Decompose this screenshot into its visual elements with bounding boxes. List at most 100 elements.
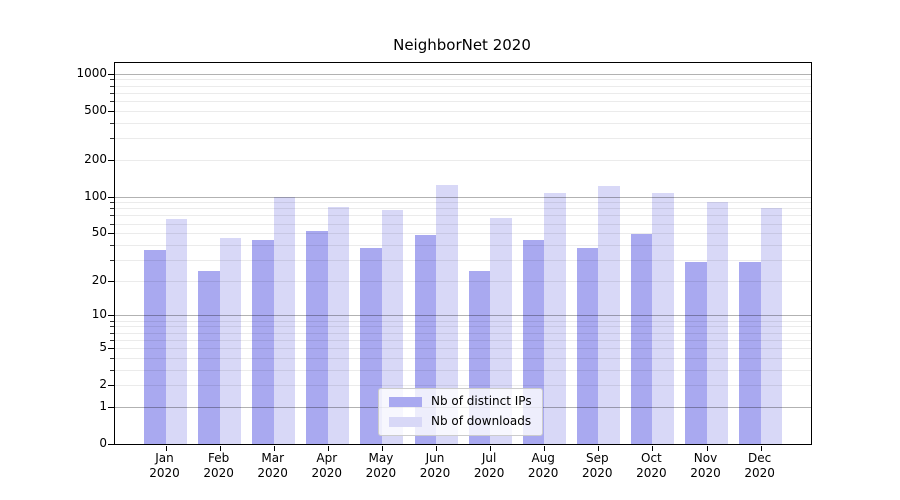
gridline-minor [115, 339, 811, 341]
gridline-major [115, 196, 811, 198]
y-tick [108, 196, 114, 198]
x-tick-label: Nov 2020 [690, 451, 721, 480]
y-tick-label: 50 [91, 225, 107, 240]
gridline-minor [115, 208, 811, 210]
y-tick-minor [110, 244, 114, 246]
x-tick [165, 446, 167, 451]
y-tick-label: 500 [84, 102, 107, 117]
y-tick-minor [110, 326, 114, 328]
bar-downloads-dec [760, 208, 783, 444]
y-tick-label: 2 [99, 377, 107, 392]
y-tick-label: 1 [99, 398, 107, 413]
bar-downloads-jul [490, 217, 512, 444]
bar-downloads-jun [436, 184, 458, 444]
x-tick-label: Jan 2020 [149, 451, 180, 480]
y-tick [108, 159, 114, 161]
y-tick-label: 100 [84, 188, 107, 203]
gridline-minor [115, 223, 811, 225]
gridline-minor [115, 369, 811, 371]
gridline-minor [115, 110, 811, 112]
bar-distinct-ips-sep [576, 247, 599, 444]
bar-downloads-aug [544, 193, 566, 444]
gridline-minor [115, 347, 811, 349]
gridline-minor [115, 385, 811, 387]
y-tick [108, 347, 114, 349]
y-tick [108, 73, 114, 75]
gridline-minor [115, 357, 811, 359]
y-tick-minor [110, 92, 114, 94]
y-tick [108, 315, 114, 317]
x-tick-label: Mar 2020 [257, 451, 288, 480]
y-tick-label: 20 [91, 272, 107, 287]
legend-swatch-distinct-ips [389, 396, 422, 407]
y-tick-label: 0 [99, 436, 107, 450]
bar-distinct-ips-nov [685, 261, 707, 444]
x-tick-label: Oct 2020 [636, 451, 667, 480]
bar-downloads-sep [598, 185, 620, 444]
y-tick-minor [110, 122, 114, 124]
gridline-minor [115, 326, 811, 328]
bar-distinct-ips-dec [739, 261, 761, 444]
y-tick [108, 444, 114, 445]
y-tick [108, 233, 114, 235]
y-tick-minor [110, 369, 114, 371]
y-tick-minor [110, 138, 114, 140]
bar-downloads-nov [706, 202, 728, 444]
x-tick [490, 446, 492, 451]
legend-label-downloads: Nb of downloads [431, 414, 532, 428]
x-tick [706, 446, 708, 451]
x-tick [652, 446, 654, 451]
x-tick [544, 446, 546, 451]
y-tick-minor [110, 223, 114, 225]
bar-downloads-oct [652, 192, 674, 444]
plot-area: Nb of distinct IPs Nb of downloads [108, 62, 812, 451]
y-tick-minor [110, 339, 114, 341]
x-tick-label: Apr 2020 [311, 451, 343, 480]
bar-distinct-ips-jan [144, 250, 166, 444]
x-tick-label: Jul 2020 [473, 451, 505, 480]
x-tick-label: Feb 2020 [203, 451, 234, 480]
x-tick [327, 446, 329, 451]
x-tick [436, 446, 437, 451]
x-tick [598, 446, 600, 451]
gridline-minor [115, 79, 811, 81]
gridline-minor [115, 85, 811, 87]
gridline-minor [115, 259, 811, 261]
bar-downloads-jan [165, 219, 187, 444]
gridline-minor [115, 138, 811, 140]
gridline-major [115, 73, 811, 75]
x-tick [219, 446, 221, 451]
bar-distinct-ips-oct [630, 234, 653, 444]
bar-downloads-mar [273, 196, 296, 444]
y-tick [108, 110, 114, 112]
legend: Nb of distinct IPs Nb of downloads [378, 388, 543, 436]
legend-item-downloads: Nb of downloads [389, 414, 532, 429]
y-tick-minor [110, 79, 114, 81]
gridline-minor [115, 100, 811, 102]
y-tick-minor [110, 357, 114, 359]
bar-distinct-ips-apr [306, 231, 328, 444]
gridline-minor [115, 202, 811, 204]
y-tick-minor [110, 215, 114, 217]
y-tick-minor [110, 259, 114, 261]
bar-distinct-ips-may [360, 247, 382, 444]
y-tick-minor [110, 320, 114, 322]
gridline-minor [115, 233, 811, 235]
legend-swatch-downloads [389, 416, 422, 427]
y-tick-label: 5 [99, 339, 107, 354]
y-tick [108, 385, 114, 387]
y-tick-label: 1000 [76, 65, 107, 80]
x-tick-label: Dec 2020 [744, 451, 775, 480]
x-tick [381, 446, 383, 451]
y-tick-minor [110, 202, 114, 204]
legend-item-distinct-ips: Nb of distinct IPs [389, 394, 532, 409]
x-tick-label: Jun 2020 [419, 451, 451, 480]
bar-downloads-may [381, 209, 404, 444]
legend-label-distinct-ips: Nb of distinct IPs [431, 394, 532, 408]
y-tick-label: 200 [84, 151, 107, 166]
y-tick-minor [110, 100, 114, 102]
y-tick [108, 406, 114, 408]
gridline-minor [115, 320, 811, 322]
gridline-minor [115, 92, 811, 94]
